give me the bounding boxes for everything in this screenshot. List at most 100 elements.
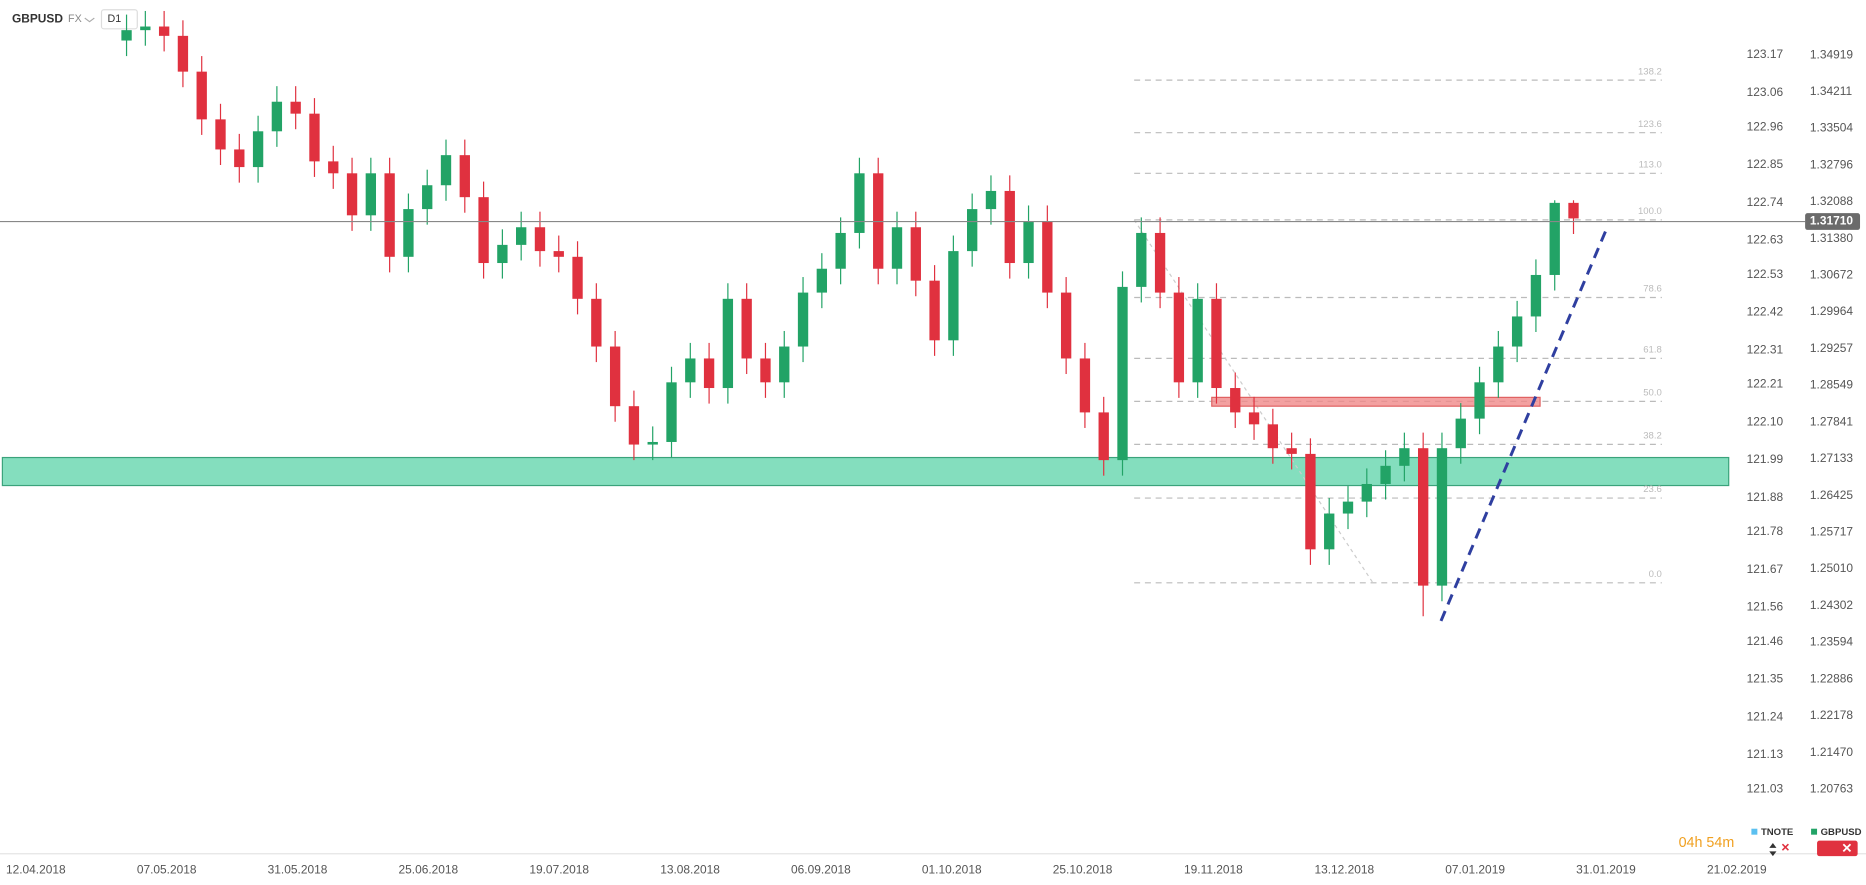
y2-tick-label: 121.03 — [1747, 781, 1784, 795]
y2-tick-label: 121.13 — [1747, 747, 1784, 761]
candle-body — [666, 382, 677, 442]
candle-body — [835, 232, 846, 269]
candle-body — [929, 280, 940, 341]
y2-tick-label: 122.63 — [1747, 232, 1784, 246]
y-tick-label: 1.21470 — [1810, 745, 1853, 759]
candle-body — [779, 346, 790, 383]
fib-label: 38.2 — [1643, 431, 1662, 442]
symbol: GBPUSD — [12, 11, 63, 25]
candle-body — [346, 173, 358, 216]
fib-label: 123.6 — [1638, 119, 1662, 130]
candle-body — [252, 131, 264, 168]
close-icon — [1781, 843, 1789, 851]
candle-body — [140, 26, 151, 31]
y-tick-label: 1.34919 — [1810, 47, 1853, 61]
legend-label: TNOTE — [1761, 827, 1793, 838]
candle-body — [1380, 465, 1391, 484]
candle-body — [196, 71, 207, 120]
candle-body — [1530, 274, 1542, 317]
current-price-label: 1.31710 — [1810, 214, 1853, 228]
countdown: 04h 54m — [1679, 835, 1735, 851]
y-tick-label: 1.20763 — [1810, 781, 1853, 795]
candle-body — [440, 155, 452, 186]
candle-body — [591, 298, 602, 347]
candle-body — [572, 256, 583, 299]
candle-body — [1079, 358, 1091, 413]
candle-body — [1060, 292, 1072, 359]
y-tick-label: 1.26425 — [1810, 488, 1853, 502]
candle-body — [797, 292, 809, 347]
fib-label: 113.0 — [1639, 159, 1662, 170]
candle-body — [1511, 316, 1523, 347]
dropdown-icon — [84, 17, 95, 23]
y2-tick-label: 121.78 — [1747, 524, 1784, 538]
candle-body — [1324, 513, 1335, 550]
candle-body — [403, 209, 414, 257]
fib-label: 100.0 — [1638, 206, 1662, 217]
y2-tick-label: 121.99 — [1747, 452, 1784, 466]
current-price-box — [1805, 213, 1861, 230]
candle-body — [1173, 292, 1185, 383]
candle-body — [1305, 453, 1316, 550]
candle-body — [1117, 286, 1128, 461]
interval-box[interactable] — [100, 9, 138, 30]
candle-body — [741, 298, 752, 359]
candle-body — [985, 190, 997, 210]
candle-body — [703, 358, 715, 389]
candle-body — [553, 251, 564, 257]
candle-body — [1042, 221, 1053, 293]
sort-icon — [1769, 843, 1777, 857]
candle-body — [1361, 483, 1372, 502]
candle-body — [290, 101, 301, 114]
y2-tick-label: 122.74 — [1747, 195, 1784, 209]
fib-label: 78.6 — [1643, 284, 1662, 295]
candle-body — [760, 358, 771, 383]
y-tick-label: 1.31380 — [1810, 231, 1853, 245]
x-tick-label: 21.02.2019 — [1707, 863, 1767, 877]
candle-body — [1154, 232, 1166, 293]
interval[interactable]: D1 — [107, 13, 121, 25]
y-tick-label: 1.22886 — [1810, 671, 1853, 685]
y-tick-label: 1.32796 — [1810, 157, 1853, 171]
x-tick-label: 25.06.2018 — [399, 863, 459, 877]
candle-body — [497, 244, 508, 264]
y-tick-label: 1.34211 — [1810, 84, 1853, 98]
close-icon — [1842, 843, 1852, 853]
legend-label: GBPUSD — [1821, 827, 1862, 838]
resistance-zone — [1211, 396, 1541, 407]
candle-body — [1342, 501, 1354, 514]
fib-label: 61.8 — [1643, 345, 1662, 356]
candle-body — [177, 35, 189, 72]
candle-body — [1023, 221, 1034, 264]
x-tick-label: 13.12.2018 — [1314, 863, 1374, 877]
y-tick-label: 1.33504 — [1810, 121, 1853, 135]
y-tick-label: 1.25717 — [1810, 525, 1853, 539]
candle-body — [1474, 382, 1485, 419]
candle-body — [948, 251, 959, 341]
candle-body — [1286, 448, 1297, 454]
candle-body — [816, 268, 828, 293]
candle-body — [516, 227, 527, 245]
x-tick-label: 19.11.2018 — [1184, 863, 1243, 877]
y2-tick-label: 123.06 — [1747, 85, 1784, 99]
y-tick-label: 1.25010 — [1810, 561, 1853, 575]
legend-swatch — [1751, 828, 1758, 835]
y-tick-label: 1.27133 — [1810, 451, 1853, 465]
y2-tick-label: 121.88 — [1747, 490, 1784, 504]
candle-body — [1549, 202, 1560, 275]
close-button[interactable] — [1817, 840, 1858, 857]
x-tick-label: 19.07.2018 — [529, 863, 589, 877]
y2-tick-label: 122.96 — [1747, 119, 1784, 133]
y2-tick-label: 122.31 — [1747, 342, 1784, 356]
y2-tick-label: 122.21 — [1747, 377, 1784, 391]
x-tick-label: 07.05.2018 — [137, 863, 197, 877]
candle-body — [1098, 412, 1109, 461]
candle-body — [1230, 388, 1241, 413]
fib-label: 0.0 — [1649, 569, 1662, 580]
y-tick-label: 1.32088 — [1810, 194, 1853, 208]
candle-body — [1004, 190, 1015, 264]
candle-body — [1436, 448, 1448, 586]
candle-body — [1136, 232, 1147, 287]
trendline — [1439, 224, 1610, 622]
